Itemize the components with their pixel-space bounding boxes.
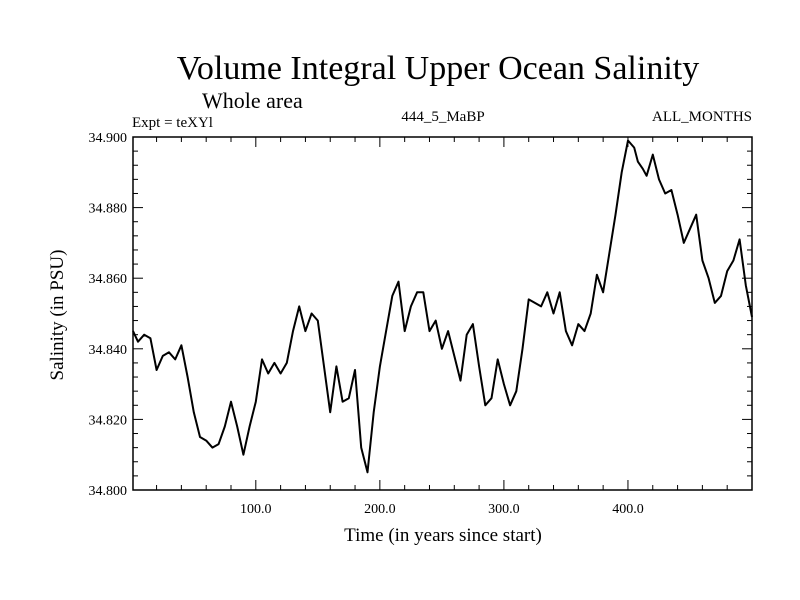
y-tick-label: 34.800: [89, 484, 128, 499]
y-tick-label: 34.820: [89, 413, 128, 428]
x-tick-label: 100.0: [240, 502, 272, 517]
tick-labels: 100.0 200.0 300.0 400.0 34.800 34.820 34.840 34…: [89, 131, 644, 517]
salinity-series-line: [132, 139, 753, 474]
y-tick-label: 34.840: [89, 343, 128, 358]
y-tick-label: 34.900: [89, 131, 128, 146]
x-tick-label: 300.0: [488, 502, 520, 517]
x-tick-label: 200.0: [364, 502, 396, 517]
annotation-period: 444_5_MaBP: [401, 109, 484, 125]
x-tick-label: 400.0: [612, 502, 644, 517]
plot-frame: [132, 136, 753, 491]
chart-subtitle: Whole area: [202, 88, 303, 113]
chart-title: Volume Integral Upper Ocean Salinity: [177, 50, 699, 87]
annotation-experiment: Expt = teXYl: [132, 115, 213, 131]
x-axis-label: Time (in years since start): [344, 525, 542, 546]
y-tick-label: 34.880: [89, 202, 128, 217]
annotation-months: ALL_MONTHS: [652, 109, 752, 125]
axis-ticks: [133, 136, 752, 491]
y-tick-label: 34.860: [89, 272, 128, 287]
y-axis-label: Salinity (in PSU): [47, 250, 68, 381]
